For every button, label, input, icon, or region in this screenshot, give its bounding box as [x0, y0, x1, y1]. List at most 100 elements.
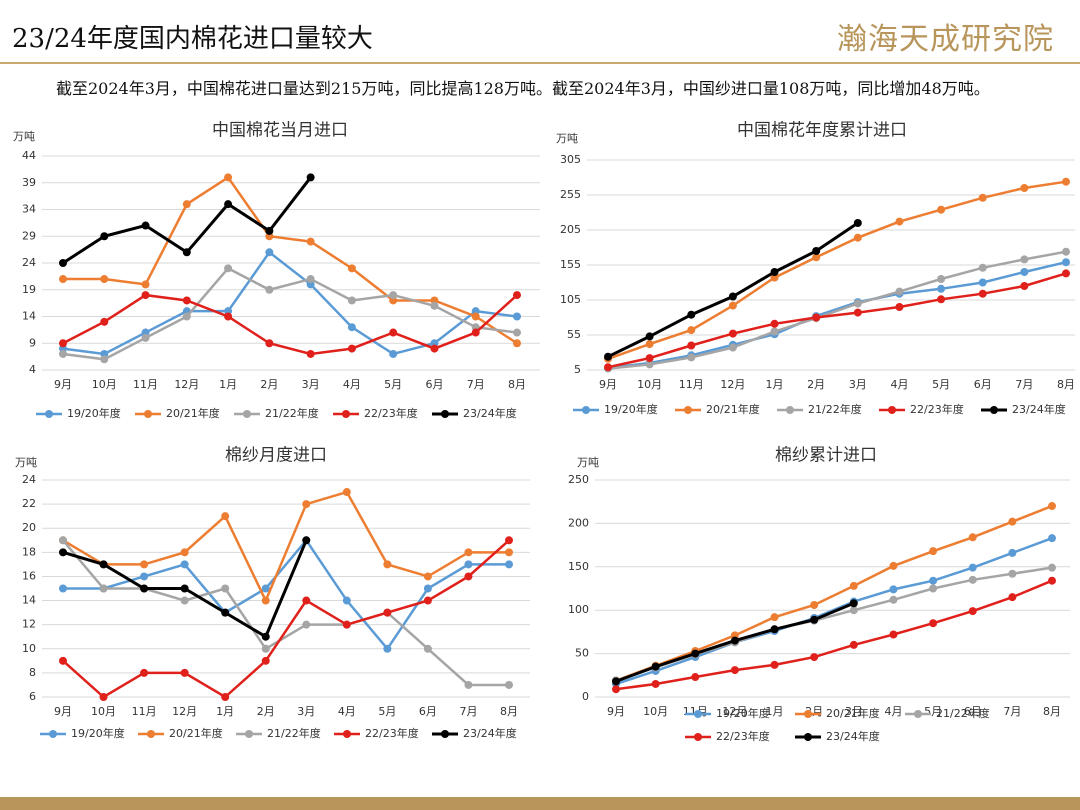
data-point [99, 693, 108, 701]
data-point [100, 275, 109, 284]
y-tick-label: 205 [560, 223, 581, 236]
x-tick-label: 6月 [974, 378, 992, 391]
data-point [728, 343, 737, 352]
x-tick-label: 5月 [384, 378, 402, 391]
data-point [770, 327, 779, 336]
y-unit: 万吨 [556, 132, 578, 145]
legend-label: 21/22年度 [265, 406, 319, 420]
data-point [513, 339, 521, 348]
legend-marker [786, 406, 794, 414]
data-point [182, 200, 191, 209]
data-point [849, 599, 858, 608]
data-point [1048, 576, 1056, 585]
x-tick-label: 7月 [1015, 378, 1033, 391]
y-tick-label: 8 [29, 666, 36, 679]
legend-label: 19/20年度 [604, 402, 658, 416]
x-tick-label: 1月 [766, 378, 784, 391]
data-point [347, 344, 356, 353]
y-tick-label: 150 [568, 560, 589, 573]
data-point [810, 600, 819, 609]
data-point [224, 264, 233, 273]
data-point [140, 560, 149, 569]
data-point [1020, 255, 1029, 264]
data-point [141, 280, 150, 289]
x-tick-label: 2月 [260, 378, 278, 391]
data-point [612, 685, 620, 694]
data-point [464, 560, 473, 569]
y-tick-label: 39 [22, 176, 36, 189]
y-tick-label: 105 [560, 293, 581, 306]
legend-marker [245, 730, 253, 738]
x-tick-label: 9月 [54, 705, 72, 718]
legend-marker [147, 730, 155, 738]
y-tick-label: 24 [22, 256, 36, 269]
y-tick-label: 16 [22, 569, 36, 582]
data-point [1062, 269, 1070, 278]
data-point [306, 237, 315, 246]
data-point [937, 275, 946, 283]
data-point [261, 584, 270, 593]
data-point [889, 585, 898, 594]
legend-marker [694, 710, 702, 718]
data-point [59, 339, 67, 348]
chart-title: 中国棉花当月进口 [212, 121, 348, 141]
data-point [59, 584, 67, 593]
data-point [423, 644, 432, 653]
legend-label: 22/23年度 [910, 402, 964, 416]
data-point [383, 608, 392, 617]
y-tick-label: 34 [22, 203, 36, 216]
x-tick-label: 12月 [174, 378, 199, 391]
data-point [1020, 282, 1029, 290]
legend-marker [441, 410, 449, 418]
data-point [651, 679, 660, 688]
series-line [615, 579, 1053, 691]
legend-marker [804, 710, 812, 718]
x-tick-label: 4月 [338, 705, 356, 718]
data-point [929, 584, 938, 593]
y-tick-label: 9 [29, 336, 36, 349]
x-tick-label: 10月 [637, 378, 662, 391]
x-tick-label: 6月 [964, 705, 982, 718]
data-point [770, 273, 779, 282]
data-point [513, 291, 521, 300]
legend-label: 21/22年度 [936, 706, 990, 720]
x-tick-label: 8月 [1043, 705, 1061, 718]
data-point [100, 232, 109, 241]
data-point [968, 607, 977, 616]
y-tick-label: 29 [22, 229, 36, 242]
x-tick-label: 1月 [219, 378, 237, 391]
legend-marker [49, 730, 57, 738]
data-point [968, 575, 977, 584]
data-point [224, 173, 233, 182]
legend-marker [342, 410, 350, 418]
data-point [978, 263, 987, 272]
y-tick-label: 50 [575, 647, 589, 660]
y-tick-label: 155 [560, 258, 581, 271]
y-tick-label: 44 [22, 149, 36, 162]
data-point [180, 548, 189, 557]
legend-label: 22/23年度 [365, 726, 419, 740]
series-line [615, 566, 1053, 682]
legend-marker [914, 710, 922, 718]
legend-label: 21/22年度 [808, 402, 862, 416]
data-point [849, 581, 858, 590]
y-tick-label: 14 [22, 594, 36, 607]
data-point [730, 636, 739, 645]
x-tick-label: 3月 [845, 705, 863, 718]
series-line [607, 250, 1067, 370]
series-line [62, 490, 509, 604]
data-point [302, 620, 311, 629]
data-point [306, 275, 315, 284]
y-tick-label: 24 [22, 473, 36, 486]
data-point [505, 680, 513, 689]
data-point [423, 584, 432, 593]
series-line [62, 293, 518, 356]
y-tick-label: 6 [29, 690, 36, 703]
x-tick-label: 10月 [643, 705, 668, 718]
y-tick-label: 4 [29, 363, 36, 376]
data-point [423, 596, 432, 605]
data-point [1008, 569, 1017, 578]
legend-label: 20/21年度 [706, 402, 760, 416]
footer-bar [0, 797, 1080, 810]
